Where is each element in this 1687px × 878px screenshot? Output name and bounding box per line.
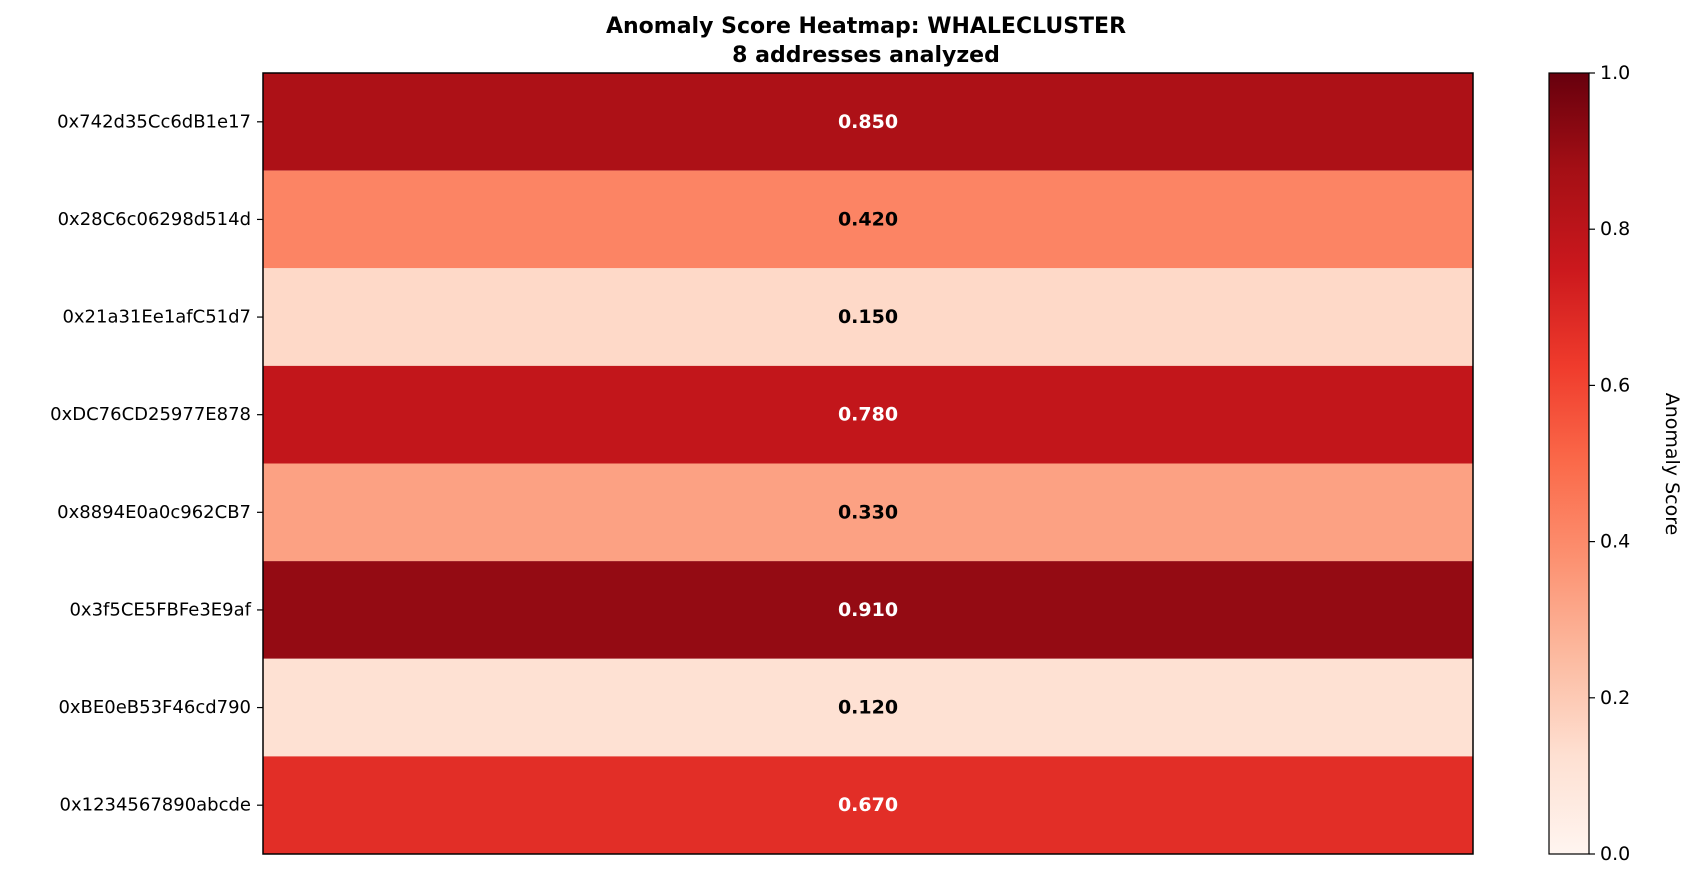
y-tick-label: 0xDC76CD25977E878	[50, 404, 251, 425]
cell-value-label: 0.670	[838, 794, 898, 816]
cell-value-label: 0.330	[838, 501, 898, 523]
heatmap-cell	[263, 463, 1473, 562]
heatmap-cell	[263, 561, 1473, 659]
chart-subtitle: 8 addresses analyzed	[732, 43, 1000, 68]
heatmap-cells: 0.850 0.420 0.150 0.780 0.330 0.910 0.120 0.670	[263, 73, 1473, 854]
heatmap-cell	[263, 658, 1473, 757]
chart-title: Anomaly Score Heatmap: WHALECLUSTER	[606, 14, 1126, 39]
colorbar-axis: 0.0 0.2 0.4 0.6 0.8 1.0	[1589, 62, 1630, 865]
heatmap-cell	[263, 268, 1473, 366]
y-tick-label: 0xBE0eB53F46cd790	[58, 697, 251, 718]
y-tick-label: 0x742d35Cc6dB1e17	[57, 111, 251, 132]
cell-value-label: 0.120	[838, 697, 898, 719]
colorbar-label: Anomaly Score	[1661, 393, 1683, 536]
y-tick-label: 0x28C6c06298d514d	[58, 209, 251, 230]
colorbar	[1548, 72, 1590, 855]
colorbar-tick-label: 0.2	[1600, 687, 1630, 709]
heatmap-cell	[263, 170, 1473, 269]
y-tick-label: 0x3f5CE5FBFe3E9af	[69, 599, 251, 620]
colorbar-tick-label: 0.6	[1600, 374, 1630, 396]
colorbar-tick-label: 0.4	[1600, 531, 1630, 553]
y-tick-label: 0x8894E0a0c962CB7	[57, 502, 251, 523]
y-tick-label: 0x1234567890abcde	[60, 795, 251, 816]
cell-value-label: 0.150	[838, 306, 898, 328]
plot-frame	[262, 72, 1474, 855]
cell-value-label: 0.910	[838, 599, 898, 621]
heatmap-cell	[263, 365, 1473, 464]
y-tick-label: 0x21a31Ee1afC51d7	[62, 307, 251, 328]
cell-value-label: 0.780	[838, 404, 898, 426]
colorbar-tick-label: 0.8	[1600, 218, 1630, 240]
cell-value-label: 0.420	[838, 208, 898, 230]
colorbar-tick-label: 0.0	[1600, 843, 1630, 865]
heatmap-cell	[263, 73, 1473, 171]
y-axis: 0x742d35Cc6dB1e17 0x28C6c06298d514d 0x21a3…	[50, 111, 263, 816]
cell-value-label: 0.850	[838, 111, 898, 133]
colorbar-tick-label: 1.0	[1600, 62, 1630, 84]
heatmap-cell	[263, 756, 1473, 854]
